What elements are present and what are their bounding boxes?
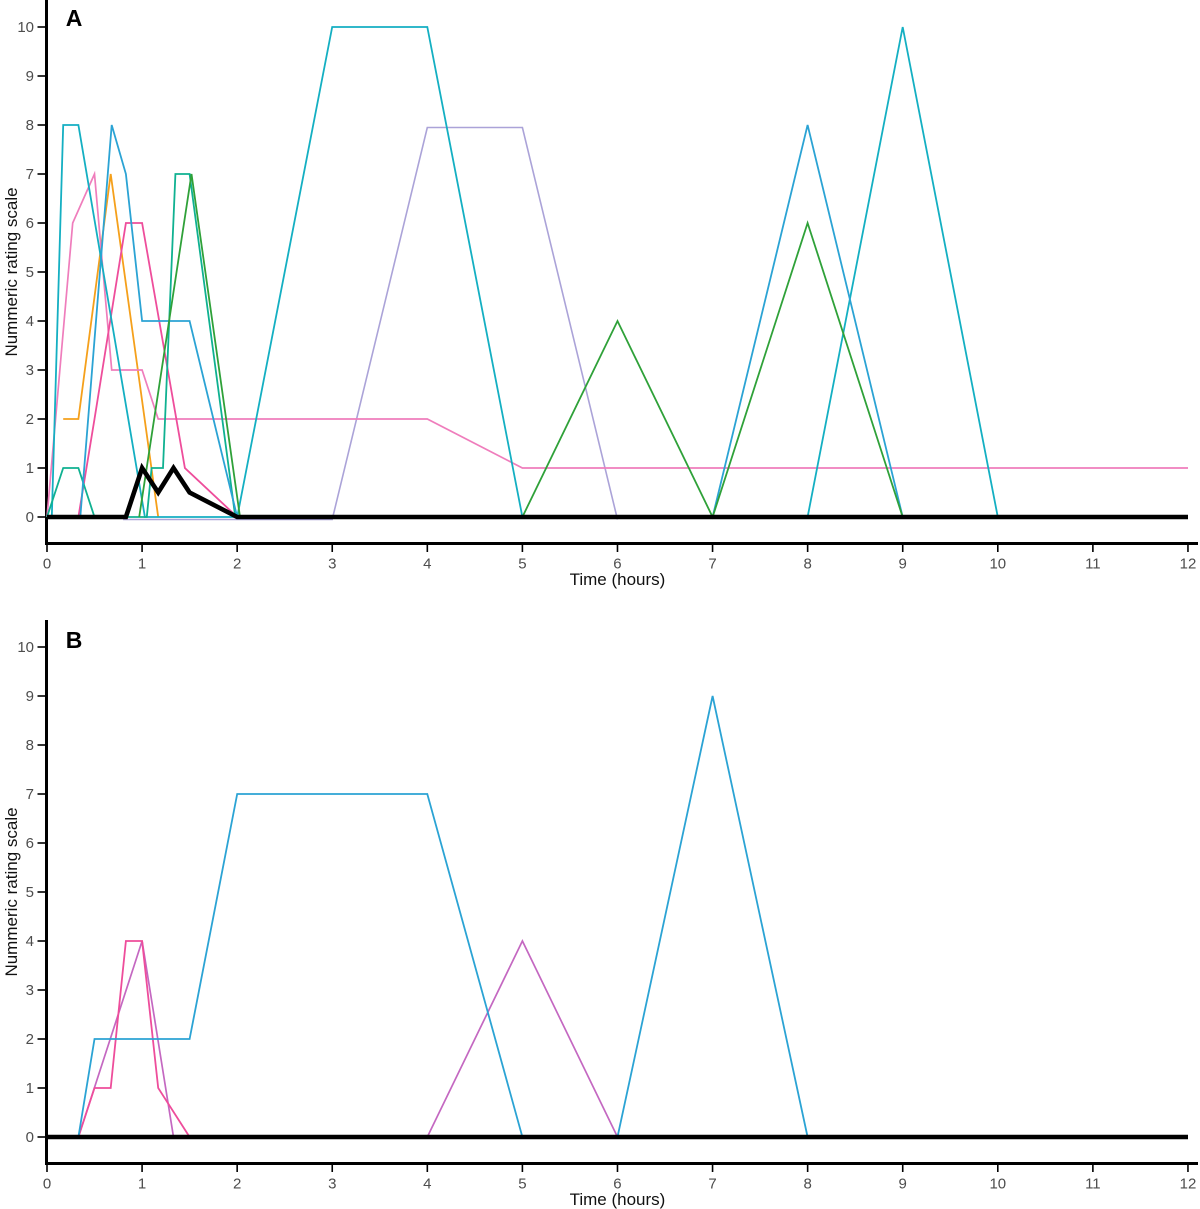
x-tick-label-B: 2 xyxy=(233,1176,241,1193)
y-tick-label-B: 5 xyxy=(26,884,34,901)
y-tick-label-A: 5 xyxy=(26,264,34,281)
y-tick-label-B: 3 xyxy=(26,982,34,999)
y-tick-label-B: 1 xyxy=(26,1080,34,1097)
y-tick-label-B: 9 xyxy=(26,688,34,705)
x-tick-label-B: 11 xyxy=(1085,1176,1101,1193)
x-tick-label-B: 9 xyxy=(899,1176,907,1193)
x-tick-label-A: 2 xyxy=(233,556,241,573)
series-A-patient-pink-light xyxy=(46,170,1188,518)
x-tick-label-B: 1 xyxy=(138,1176,146,1193)
y-tick-label-A: 2 xyxy=(26,411,34,428)
x-tick-label-A: 5 xyxy=(518,556,526,573)
x-axis-title-B: Time (hours) xyxy=(570,1190,666,1209)
x-tick-label-A: 10 xyxy=(989,556,1006,573)
series-B-patient-blue xyxy=(77,695,809,1138)
y-tick-label-B: 0 xyxy=(26,1129,34,1146)
series-A-patient-lavender xyxy=(123,126,619,521)
y-tick-label-A: 7 xyxy=(26,166,34,183)
series-B-patient-pink-bright xyxy=(77,940,191,1138)
x-tick-label-B: 3 xyxy=(328,1176,336,1193)
x-tick-label-B: 0 xyxy=(43,1176,51,1193)
x-tick-label-B: 5 xyxy=(518,1176,526,1193)
y-tick-label-A: 10 xyxy=(17,19,34,36)
panel-letter-A: A xyxy=(66,5,83,31)
y-tick-label-A: 1 xyxy=(26,460,34,477)
series-A-patient-teal xyxy=(50,26,1188,518)
y-tick-label-B: 10 xyxy=(17,639,34,656)
x-tick-label-A: 3 xyxy=(328,556,336,573)
x-tick-label-A: 9 xyxy=(899,556,907,573)
series-A-patient-pink-bright xyxy=(77,222,238,518)
x-axis-title-A: Time (hours) xyxy=(570,570,666,589)
series-A-median-black xyxy=(47,462,1188,520)
x-tick-label-A: 7 xyxy=(708,556,716,573)
x-tick-label-A: 0 xyxy=(43,556,51,573)
x-tick-label-A: 6 xyxy=(613,556,621,573)
x-tick-label-A: 4 xyxy=(423,556,431,573)
y-tick-label-B: 7 xyxy=(26,786,34,803)
x-tick-label-A: 1 xyxy=(138,556,146,573)
y-tick-label-A: 6 xyxy=(26,215,34,232)
y-tick-label-B: 6 xyxy=(26,835,34,852)
x-tick-label-B: 4 xyxy=(423,1176,431,1193)
x-tick-label-A: 8 xyxy=(803,556,811,573)
y-axis-title-A: Nummeric rating scale xyxy=(2,187,21,356)
y-tick-label-A: 3 xyxy=(26,362,34,379)
x-tick-label-B: 10 xyxy=(989,1176,1006,1193)
y-tick-label-A: 4 xyxy=(26,313,34,330)
y-axis-title-B: Nummeric rating scale xyxy=(2,807,21,976)
x-tick-label-A: 11 xyxy=(1085,556,1101,573)
y-tick-label-B: 8 xyxy=(26,737,34,754)
x-tick-label-B: 6 xyxy=(613,1176,621,1193)
y-tick-label-A: 0 xyxy=(26,509,34,526)
series-A-patient-orange xyxy=(63,173,160,518)
panel-letter-B: B xyxy=(66,627,83,653)
x-tick-label-B: 12 xyxy=(1180,1176,1197,1193)
series-A-patient-emerald xyxy=(46,173,1188,518)
x-tick-label-B: 8 xyxy=(803,1176,811,1193)
series-A-patient-green xyxy=(138,173,1188,520)
x-tick-label-A: 12 xyxy=(1180,556,1197,573)
y-tick-label-A: 8 xyxy=(26,117,34,134)
y-tick-label-A: 9 xyxy=(26,68,34,85)
y-tick-label-B: 2 xyxy=(26,1031,34,1048)
y-tick-label-B: 4 xyxy=(26,933,34,950)
series-A-patient-blue xyxy=(79,124,1188,518)
x-tick-label-B: 7 xyxy=(708,1176,716,1193)
